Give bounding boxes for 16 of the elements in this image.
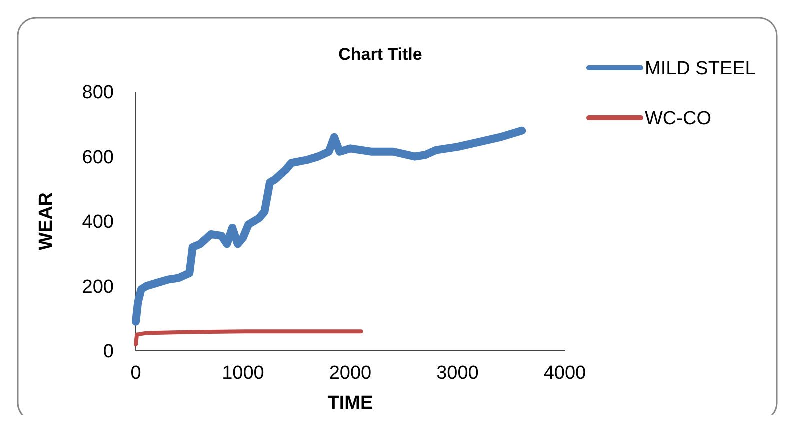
y-tick-label: 0 [103,342,114,363]
line-series [134,330,364,347]
y-tick-label: 800 [82,82,114,104]
x-tick-label: 3000 [436,363,479,384]
x-axis-title: TIME [328,393,374,414]
x-tick-label: 0 [130,363,142,384]
legend-label: WC-CO [645,108,712,130]
y-tick-label: 600 [82,147,114,168]
y-axis-title: WEAR [36,192,57,251]
y-tick-label: 200 [82,276,114,298]
x-tick-label: 1000 [222,363,264,384]
y-tick-label: 400 [82,212,114,234]
legend-label: MILD STEEL [645,58,756,80]
chart-title: Chart Title [338,45,422,64]
x-tick-label: 2000 [329,363,372,384]
x-tick-label: 4000 [544,363,586,384]
